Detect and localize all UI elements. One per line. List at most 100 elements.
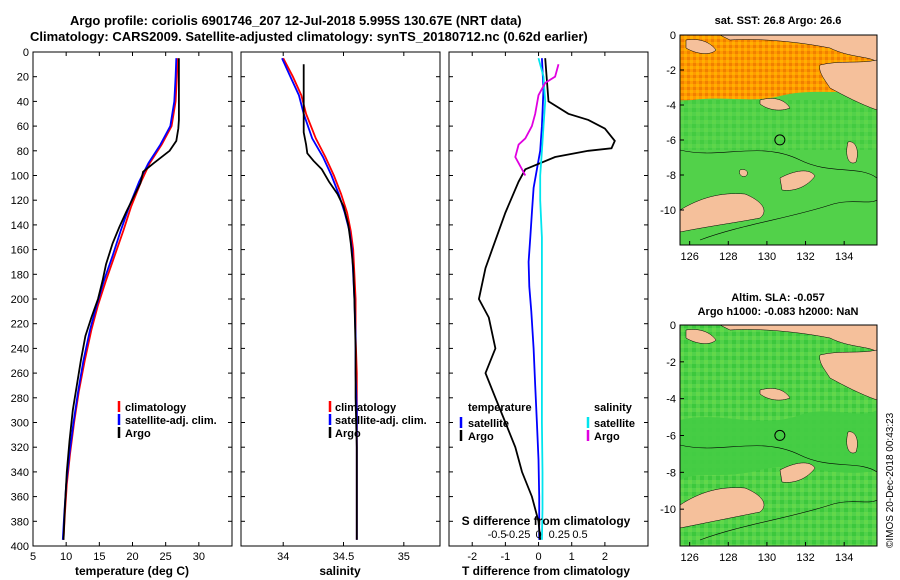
series-t-satellite — [527, 58, 545, 540]
sla-map-title-line1: Altim. SLA: -0.057 — [731, 292, 825, 304]
map-y-tick-label: -8 — [666, 467, 676, 479]
figure-title-line1: Argo profile: coriolis 6901746_207 12-Ju… — [70, 13, 522, 28]
x2-tick-label: -0.25 — [505, 529, 530, 541]
map-x-tick-label: 134 — [835, 251, 853, 263]
x-tick-label: 30 — [193, 551, 205, 563]
map-y-tick-label: -10 — [660, 205, 676, 217]
map-x-tick-label: 132 — [796, 552, 814, 564]
temperature-panel: 0 20 40 60 80 100 120 140 160 180 200 220 240 260 280 3… — [11, 47, 233, 578]
series-s-argo — [514, 64, 560, 176]
map-y-tick-label: 0 — [670, 320, 676, 332]
map-y-tick-label: -10 — [660, 504, 676, 516]
temperature-xlabel: temperature (deg C) — [75, 564, 189, 578]
y-tick-label: 200 — [11, 294, 29, 306]
legend-label-argo: Argo — [125, 428, 151, 440]
sst-land-patch — [739, 169, 748, 177]
y-tick-label: 280 — [11, 393, 29, 405]
x-tick-label: -2 — [467, 551, 477, 563]
argo-float-position-marker — [774, 429, 786, 441]
series-climatology — [282, 57, 358, 540]
sla-contour — [680, 444, 877, 473]
difference-panel: -2 -1 0 1 2 -0.5-0.25 0 0.25 0.5 T difference fr… — [448, 51, 649, 578]
y-tick-label: 260 — [11, 368, 29, 380]
map-x-tick-label: 130 — [758, 251, 776, 263]
x-tick-label: 0 — [535, 551, 541, 563]
x-tick-label: 34 — [277, 551, 289, 563]
legend-label-satellite-adj: satellite-adj. clim. — [335, 415, 427, 427]
y-tick-label: 140 — [11, 220, 29, 232]
map-y-tick-label: -6 — [666, 135, 676, 147]
x2-tick-label: 0 — [535, 529, 541, 541]
difference-x2label: S difference from climatology — [462, 514, 631, 528]
y-tick-label: 240 — [11, 343, 29, 355]
y-tick-label: 380 — [11, 516, 29, 528]
legend-title-salinity: salinity — [594, 402, 633, 414]
legend-label-satellite-adj: satellite-adj. clim. — [125, 415, 217, 427]
sla-land-patch — [819, 349, 877, 401]
sst-map-title: sat. SST: 26.8 Argo: 26.6 — [715, 15, 842, 27]
temperature-legend: climatology satellite-adj. clim. Argo — [117, 401, 217, 440]
map-y-tick-label: -2 — [666, 65, 676, 77]
difference-legend: temperature satellite Argo salinity sate… — [459, 402, 635, 443]
x2-tick-label: 0.5 — [572, 529, 587, 541]
y-tick-label: 0 — [23, 47, 29, 59]
sla-land-patch — [680, 487, 765, 529]
sla-land-patch — [846, 431, 858, 454]
legend-label-s-satellite: satellite — [594, 418, 635, 430]
x-tick-label: 15 — [93, 551, 105, 563]
y-tick-label: 120 — [11, 195, 29, 207]
x-tick-label: 5 — [30, 551, 36, 563]
map-y-tick-label: -4 — [666, 394, 676, 406]
difference-xlabel: T difference from climatology — [462, 564, 630, 578]
sst-map-panel: sat. SST: 26.8 Argo: 26.6 126 128 130 132 13… — [660, 15, 878, 263]
series-argo — [62, 58, 180, 540]
imos-credit: ©IMOS 20-Dec-2018 00:43:23 — [885, 412, 896, 548]
sst-warm-band — [680, 35, 877, 102]
legend-label-t-argo: Argo — [468, 431, 494, 443]
temperature-plot-frame — [32, 51, 233, 547]
salinity-xlabel: salinity — [319, 564, 361, 578]
sst-land-patch — [819, 59, 877, 111]
sla-land-patch — [779, 462, 816, 483]
salinity-panel: 34 34.5 35 salinity climatology satellite-… — [240, 51, 441, 578]
map-x-tick-label: 126 — [680, 552, 698, 564]
sst-land-patch — [846, 141, 858, 164]
map-x-tick-label: 132 — [796, 251, 814, 263]
y-tick-label: 220 — [11, 319, 29, 331]
series-s-satellite — [537, 57, 547, 540]
x-tick-label: 10 — [60, 551, 72, 563]
y-tick-label: 80 — [17, 146, 29, 158]
map-y-tick-label: 0 — [670, 30, 676, 42]
sst-land-patch — [759, 98, 791, 111]
map-x-tick-label: 130 — [758, 552, 776, 564]
sla-map-panel: Altim. SLA: -0.057 Argo h1000: -0.083 h2… — [660, 292, 878, 564]
argo-float-position-marker — [774, 134, 786, 146]
series-climatology — [62, 58, 179, 540]
sla-band — [680, 410, 877, 480]
y-tick-label: 160 — [11, 245, 29, 257]
legend-label-argo: Argo — [335, 428, 361, 440]
y-tick-label: 320 — [11, 442, 29, 454]
map-x-tick-label: 134 — [835, 552, 853, 564]
map-y-tick-label: -4 — [666, 100, 676, 112]
y-tick-label: 360 — [11, 492, 29, 504]
legend-label-climatology: climatology — [125, 402, 187, 414]
x-tick-label: 1 — [569, 551, 575, 563]
series-t-argo — [477, 58, 616, 540]
legend-label-t-satellite: satellite — [468, 418, 509, 430]
y-tick-label: 40 — [17, 96, 29, 108]
x2-tick-label: 0.25 — [549, 529, 570, 541]
map-y-tick-label: -2 — [666, 357, 676, 369]
map-y-tick-label: -8 — [666, 170, 676, 182]
map-x-tick-label: 126 — [680, 251, 698, 263]
map-y-tick-label: -6 — [666, 431, 676, 443]
y-tick-label: 300 — [11, 418, 29, 430]
y-tick-label: 340 — [11, 467, 29, 479]
y-tick-label: 100 — [11, 171, 29, 183]
legend-label-s-argo: Argo — [594, 431, 620, 443]
x-tick-label: 25 — [160, 551, 172, 563]
sst-contour — [680, 149, 877, 179]
y-tick-label: 400 — [11, 541, 29, 553]
legend-title-temperature: temperature — [468, 402, 532, 414]
sst-land-patch — [779, 170, 816, 191]
